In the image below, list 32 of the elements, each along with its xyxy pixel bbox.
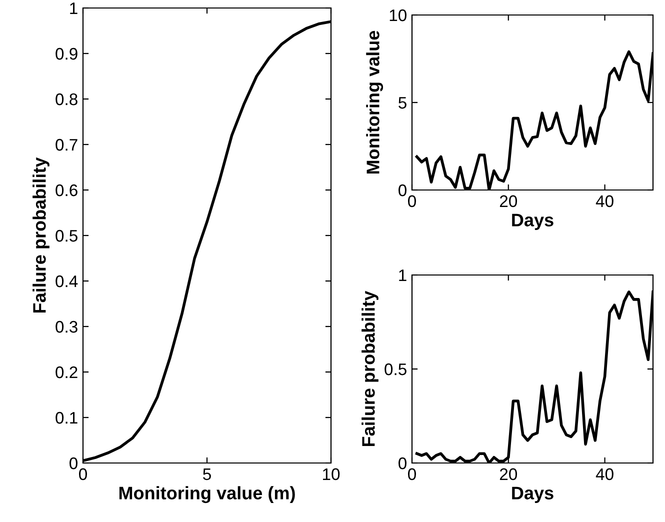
y-tick-label: 0 [398,457,406,470]
y-tick-label: 0.8 [56,93,78,106]
x-axis-title: Days [512,214,554,230]
y-axis-title: Failure probability [362,290,378,446]
y-tick-label: 0.3 [56,320,78,333]
x-axis-title: Monitoring value (m) [119,486,295,504]
y-tick-label: 0.6 [56,184,78,196]
y-tick-label: 1 [70,2,78,14]
y-tick-label: 0.5 [384,363,406,376]
x-tick-label: 20 [500,195,518,208]
x-tick-label: 10 [323,468,340,480]
x-tick-label: 40 [596,468,614,480]
y-tick-label: 0.1 [56,412,78,424]
x-tick-label: 0 [79,468,87,480]
y-axis-title: Monitoring value [366,30,384,174]
y-tick-label: 0 [398,184,406,196]
x-tick-label: 40 [596,195,614,208]
x-tick-label: 20 [500,468,518,480]
x-axis-title: Days [512,486,554,504]
y-tick-label: 0.2 [56,366,78,378]
y-tick-label: 5 [398,97,406,109]
y-tick-label: 1 [399,270,406,282]
y-tick-label: 0.9 [56,48,78,60]
x-tick-label: 0 [408,195,416,208]
y-tick-label: 0.5 [56,230,78,242]
x-tick-label: 0 [408,468,416,480]
y-axis-title: Failure probability [32,157,50,313]
y-tick-label: 10 [390,9,406,22]
y-tick-label: 0.4 [56,275,78,288]
y-tick-label: 0.7 [56,138,78,151]
x-tick-label: 5 [203,468,211,480]
y-tick-label: 0 [70,457,78,470]
